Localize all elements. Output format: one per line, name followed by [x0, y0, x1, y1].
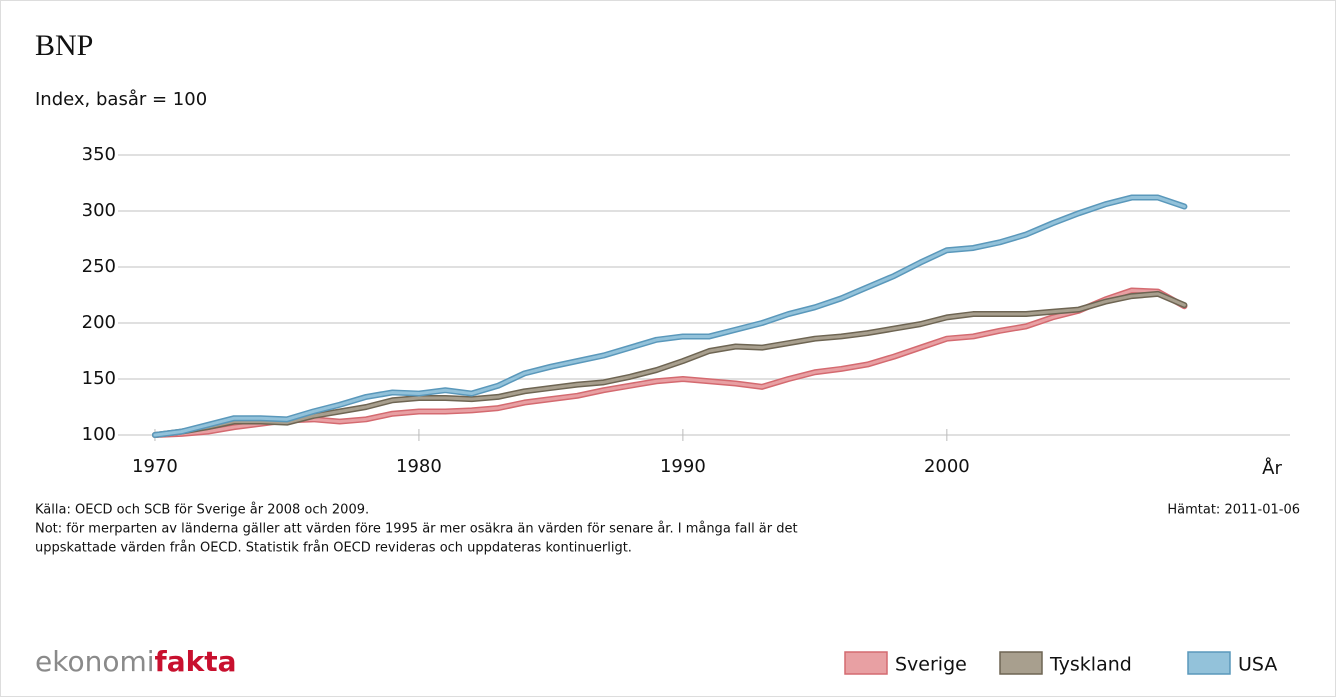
y-tick-label: 250 — [82, 256, 116, 277]
legend-label: Sverige — [895, 654, 967, 676]
subtitle: Index, basår = 100 — [35, 89, 207, 110]
series-line — [153, 292, 1186, 437]
y-tick-label: 300 — [82, 200, 116, 221]
legend-label: Tyskland — [1049, 654, 1132, 676]
x-tick-label: 1990 — [660, 456, 706, 477]
x-tick-label: 1970 — [132, 456, 178, 477]
x-axis-label: År — [1262, 457, 1282, 479]
x-tick-label: 1980 — [396, 456, 442, 477]
retrieved: Hämtat: 2011-01-06 — [1167, 503, 1300, 518]
note: uppskattade värden från OECD. Statistik … — [35, 541, 632, 556]
legend-swatch — [1187, 651, 1231, 675]
series-line — [153, 289, 1186, 437]
y-tick-label: 150 — [82, 368, 116, 389]
logo: ekonomifakta — [35, 645, 237, 678]
y-tick-label: 100 — [82, 424, 116, 445]
y-tick-label: 350 — [82, 144, 116, 165]
series-line — [153, 196, 1186, 437]
note: Not: för merparten av länderna gäller at… — [35, 522, 798, 537]
x-tick-label: 2000 — [924, 456, 970, 477]
logo-part: ekonomi — [35, 645, 155, 678]
legend-swatch — [999, 651, 1043, 675]
legend-label: USA — [1238, 654, 1277, 676]
y-tick-label: 200 — [82, 312, 116, 333]
source: Källa: OECD och SCB för Sverige år 2008 … — [35, 503, 369, 518]
chart-title: BNP — [35, 29, 93, 62]
legend-swatch — [844, 651, 888, 675]
logo-part: fakta — [155, 645, 237, 678]
